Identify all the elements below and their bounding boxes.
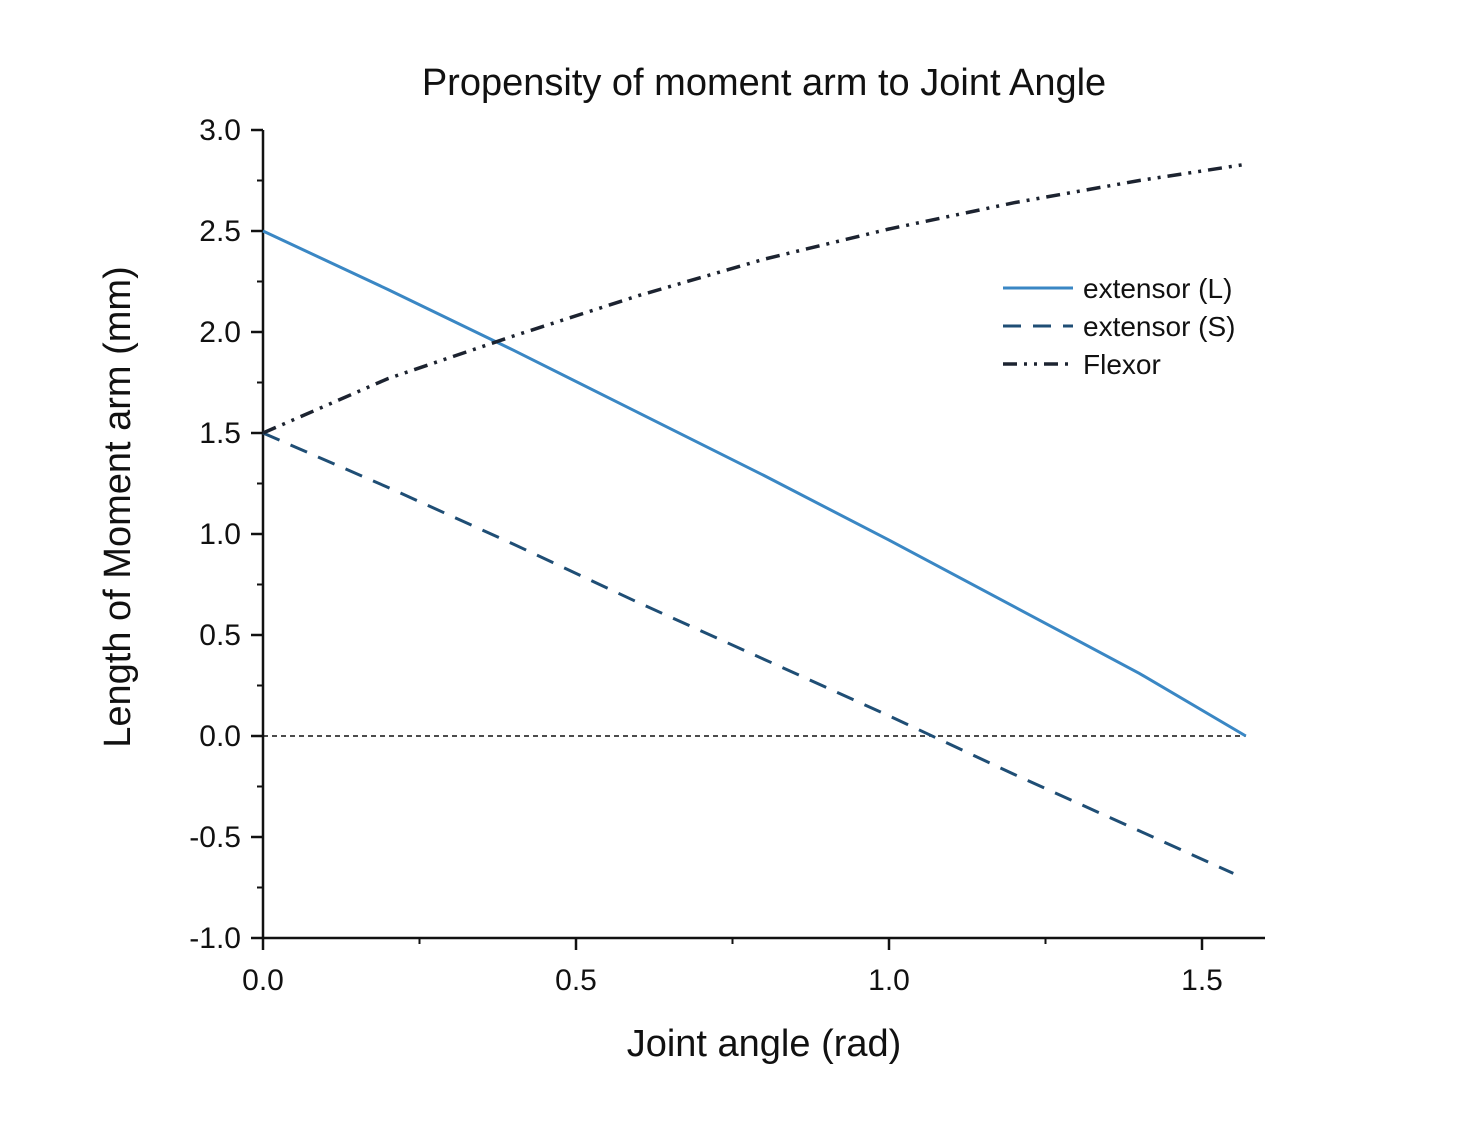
y-tick-label: 2.5 (199, 215, 241, 248)
legend-label-3: Flexor (1083, 349, 1161, 380)
y-tick-label: -1.0 (189, 922, 241, 955)
y-axis-label: Length of Moment arm (mm) (97, 266, 139, 747)
legend-label-2: extensor (S) (1083, 311, 1236, 342)
x-tick-label: 0.5 (555, 964, 597, 997)
y-tick-label: 2.0 (199, 316, 241, 349)
series-line-2 (262, 431, 1234, 875)
legend-label-1: extensor (L) (1083, 273, 1232, 304)
y-tick-label: 1.0 (199, 518, 241, 551)
y-tick-label: 0.5 (199, 619, 241, 652)
series-line-3 (262, 162, 1247, 435)
chart-title: Propensity of moment arm to Joint Angle (422, 62, 1106, 104)
x-tick-label: 1.5 (1181, 964, 1223, 997)
y-tick-label: 1.5 (199, 417, 241, 450)
x-axis-label: Joint angle (rad) (627, 1023, 902, 1065)
y-tick-label: -0.5 (189, 821, 241, 854)
y-tick-label: 0.0 (199, 720, 241, 753)
legend: extensor (L) extensor (S) Flexor (1003, 273, 1236, 380)
x-tick-label: 1.0 (868, 964, 910, 997)
y-tick-label: 3.0 (199, 114, 241, 147)
series-line-1 (262, 229, 1247, 738)
x-tick-label: 0.0 (242, 964, 284, 997)
plot-area: -1.0 -0.5 0.0 0.5 1.0 1.5 2.0 2.5 3.0 0.0 0.5 1.0 1.… (189, 114, 1265, 997)
